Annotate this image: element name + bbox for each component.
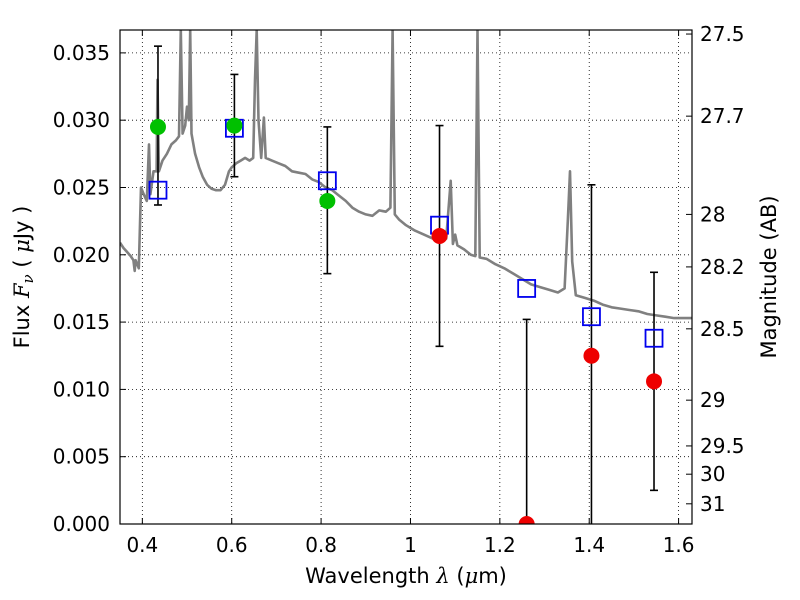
x-tick-label: 1.6 (663, 533, 695, 557)
mag-tick-label: 28 (700, 202, 725, 226)
x-tick-label: 1 (404, 533, 417, 557)
mag-tick-label: 27.5 (700, 22, 745, 46)
x-axis-label: Wavelength λ (μm) (305, 564, 507, 588)
plot-area (120, 30, 692, 524)
y2-axis-label: Magnitude (AB) (757, 195, 781, 358)
model-square-marker (644, 328, 664, 348)
observed-point (646, 373, 663, 390)
x-tick-label: 1.2 (484, 533, 516, 557)
model-square-marker (582, 307, 601, 327)
observed-point (319, 192, 336, 209)
y-tick-label: 0.020 (53, 243, 110, 267)
axes-frame (119, 29, 693, 525)
observed-point (149, 118, 166, 135)
y-tick-label: 0.000 (53, 512, 110, 536)
y-tick-label: 0.015 (53, 310, 110, 334)
observed-point (226, 117, 243, 134)
y-tick-label: 0.030 (53, 108, 110, 132)
y-tick-label: 0.025 (53, 175, 110, 199)
model-square-marker (517, 279, 537, 298)
x-tick-label: 0.6 (216, 533, 248, 557)
axis-ticks: 0.4 0.6 0.8 1 1.2 1.4 1.6 0.000 0.005 0.010 0.015 0… (53, 22, 745, 557)
x-tick-label: 0.8 (305, 533, 337, 557)
x-tick-label: 1.4 (573, 533, 605, 557)
mag-tick-label: 27.7 (700, 104, 745, 128)
model-spectrum-line (120, 30, 692, 320)
mag-tick-label: 29 (700, 388, 725, 412)
y-axis-label: Flux Fν ( μJy ) (10, 206, 37, 349)
model-square-marker (148, 180, 168, 200)
mag-tick-label: 29.5 (700, 434, 745, 458)
observed-point (583, 347, 600, 364)
observed-point (431, 227, 448, 244)
mag-tick-label: 30 (700, 462, 725, 486)
x-tick-label: 0.4 (126, 533, 158, 557)
mag-tick-label: 31 (700, 492, 725, 516)
model-square-marker (317, 171, 337, 191)
mag-tick-label: 28.2 (700, 255, 745, 279)
observed-point (518, 516, 535, 524)
y-tick-label: 0.005 (53, 445, 110, 469)
y-tick-label: 0.035 (53, 41, 110, 65)
mag-tick-label: 28.5 (700, 317, 745, 341)
y-tick-label: 0.010 (53, 377, 110, 401)
